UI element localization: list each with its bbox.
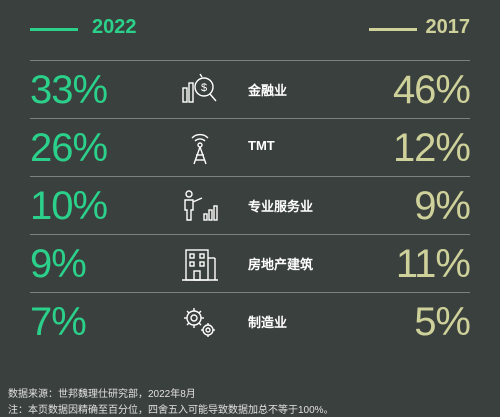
row-divider: [30, 292, 470, 293]
row-finance: 33% $ 金融业 46%: [0, 60, 500, 118]
industry-label: 金融业: [248, 83, 288, 98]
gears-icon: [180, 302, 220, 342]
legend-line-2017: [369, 28, 417, 31]
value-2017: 12%: [392, 126, 471, 170]
row-tmt: 26% TMT 12%: [0, 118, 500, 176]
value-2017: 9%: [414, 184, 471, 228]
finance-icon: $: [180, 70, 220, 110]
industry-label: 制造业: [248, 315, 288, 330]
rounding-note: 注：本页数据因精确至百分位，四舍五入可能导致数据加总不等于100%。: [8, 405, 334, 416]
svg-text:$: $: [201, 82, 207, 94]
value-2022: 26%: [30, 126, 108, 170]
value-2022: 33%: [30, 68, 108, 112]
industry-label: TMT: [248, 138, 275, 153]
industry-label: 房地产建筑: [248, 257, 314, 272]
value-2017: 5%: [414, 300, 471, 344]
row-divider: [30, 234, 470, 235]
value-2017: 46%: [392, 68, 471, 112]
presenter-icon: [180, 186, 220, 226]
value-2022: 7%: [30, 300, 87, 344]
value-2022: 10%: [30, 184, 108, 228]
row-manufacturing: 7% 制造业 5%: [0, 292, 500, 350]
row-divider: [30, 176, 470, 177]
value-2017: 11%: [395, 242, 471, 286]
row-professional-services: 10% 专业服务业 9%: [0, 176, 500, 234]
industry-label: 专业服务业: [248, 199, 314, 214]
row-divider: [30, 60, 470, 61]
year-2017-label: 2017: [425, 16, 471, 38]
row-divider: [30, 118, 470, 119]
row-real-estate: 9% 房地产建筑 11%: [0, 234, 500, 292]
building-icon: [180, 244, 220, 284]
tower-icon: [180, 128, 220, 168]
legend-line-2022: [30, 28, 78, 31]
value-2022: 9%: [30, 242, 87, 286]
year-2022-label: 2022: [92, 16, 137, 38]
data-source-note: 数据来源：世邦魏理仕研究部，2022年8月: [8, 389, 196, 400]
